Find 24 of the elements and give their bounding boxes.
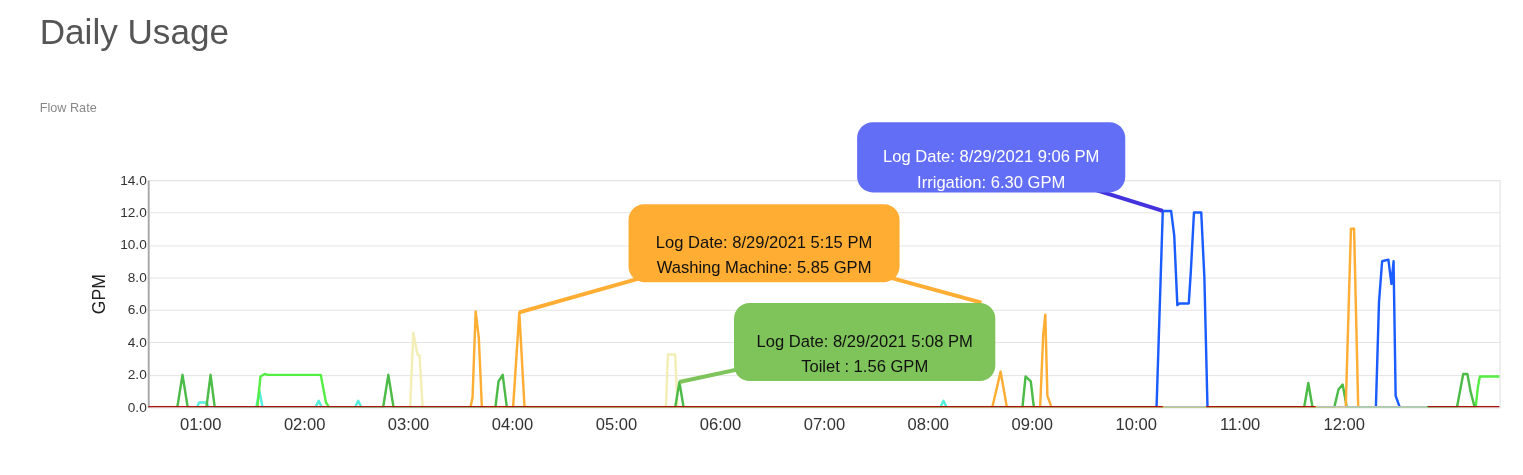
chart-subtitle: Flow Rate: [39, 101, 97, 116]
x-tick-label: 05:00: [595, 415, 638, 435]
x-tick-label: 10:00: [1115, 415, 1157, 435]
x-tick-label: 08:00: [907, 415, 950, 435]
x-tick-label: 03:00: [387, 415, 430, 435]
y-tick-label: 8.0: [127, 269, 148, 285]
y-tick-label: 6.0: [127, 302, 148, 318]
x-tick-label: 07:00: [803, 415, 846, 435]
y-tick-label: 14.0: [120, 172, 148, 188]
y-tick-label: 12.0: [120, 204, 148, 220]
x-tick-label: 09:00: [1011, 415, 1054, 435]
y-tick-label: 2.0: [127, 367, 148, 383]
chart-title: Daily Usage: [39, 12, 229, 52]
x-tick-label: 12:00: [1323, 415, 1365, 435]
annotation: Log Date: 8/29/2021 9:06 PM Irrigation: 6.30 GPM: [882, 147, 1100, 192]
y-tick-label: 0.0: [127, 399, 148, 415]
y-axis-title: GPM: [88, 274, 109, 315]
y-tick-label: 4.0: [127, 334, 148, 350]
x-tick-label: 06:00: [699, 415, 742, 435]
x-tick-label: 11:00: [1220, 415, 1261, 435]
x-tick-label: 01:00: [179, 415, 222, 435]
x-tick-label: 02:00: [283, 415, 326, 435]
x-tick-label: 04:00: [491, 415, 534, 435]
y-tick-label: 10.0: [120, 237, 148, 253]
